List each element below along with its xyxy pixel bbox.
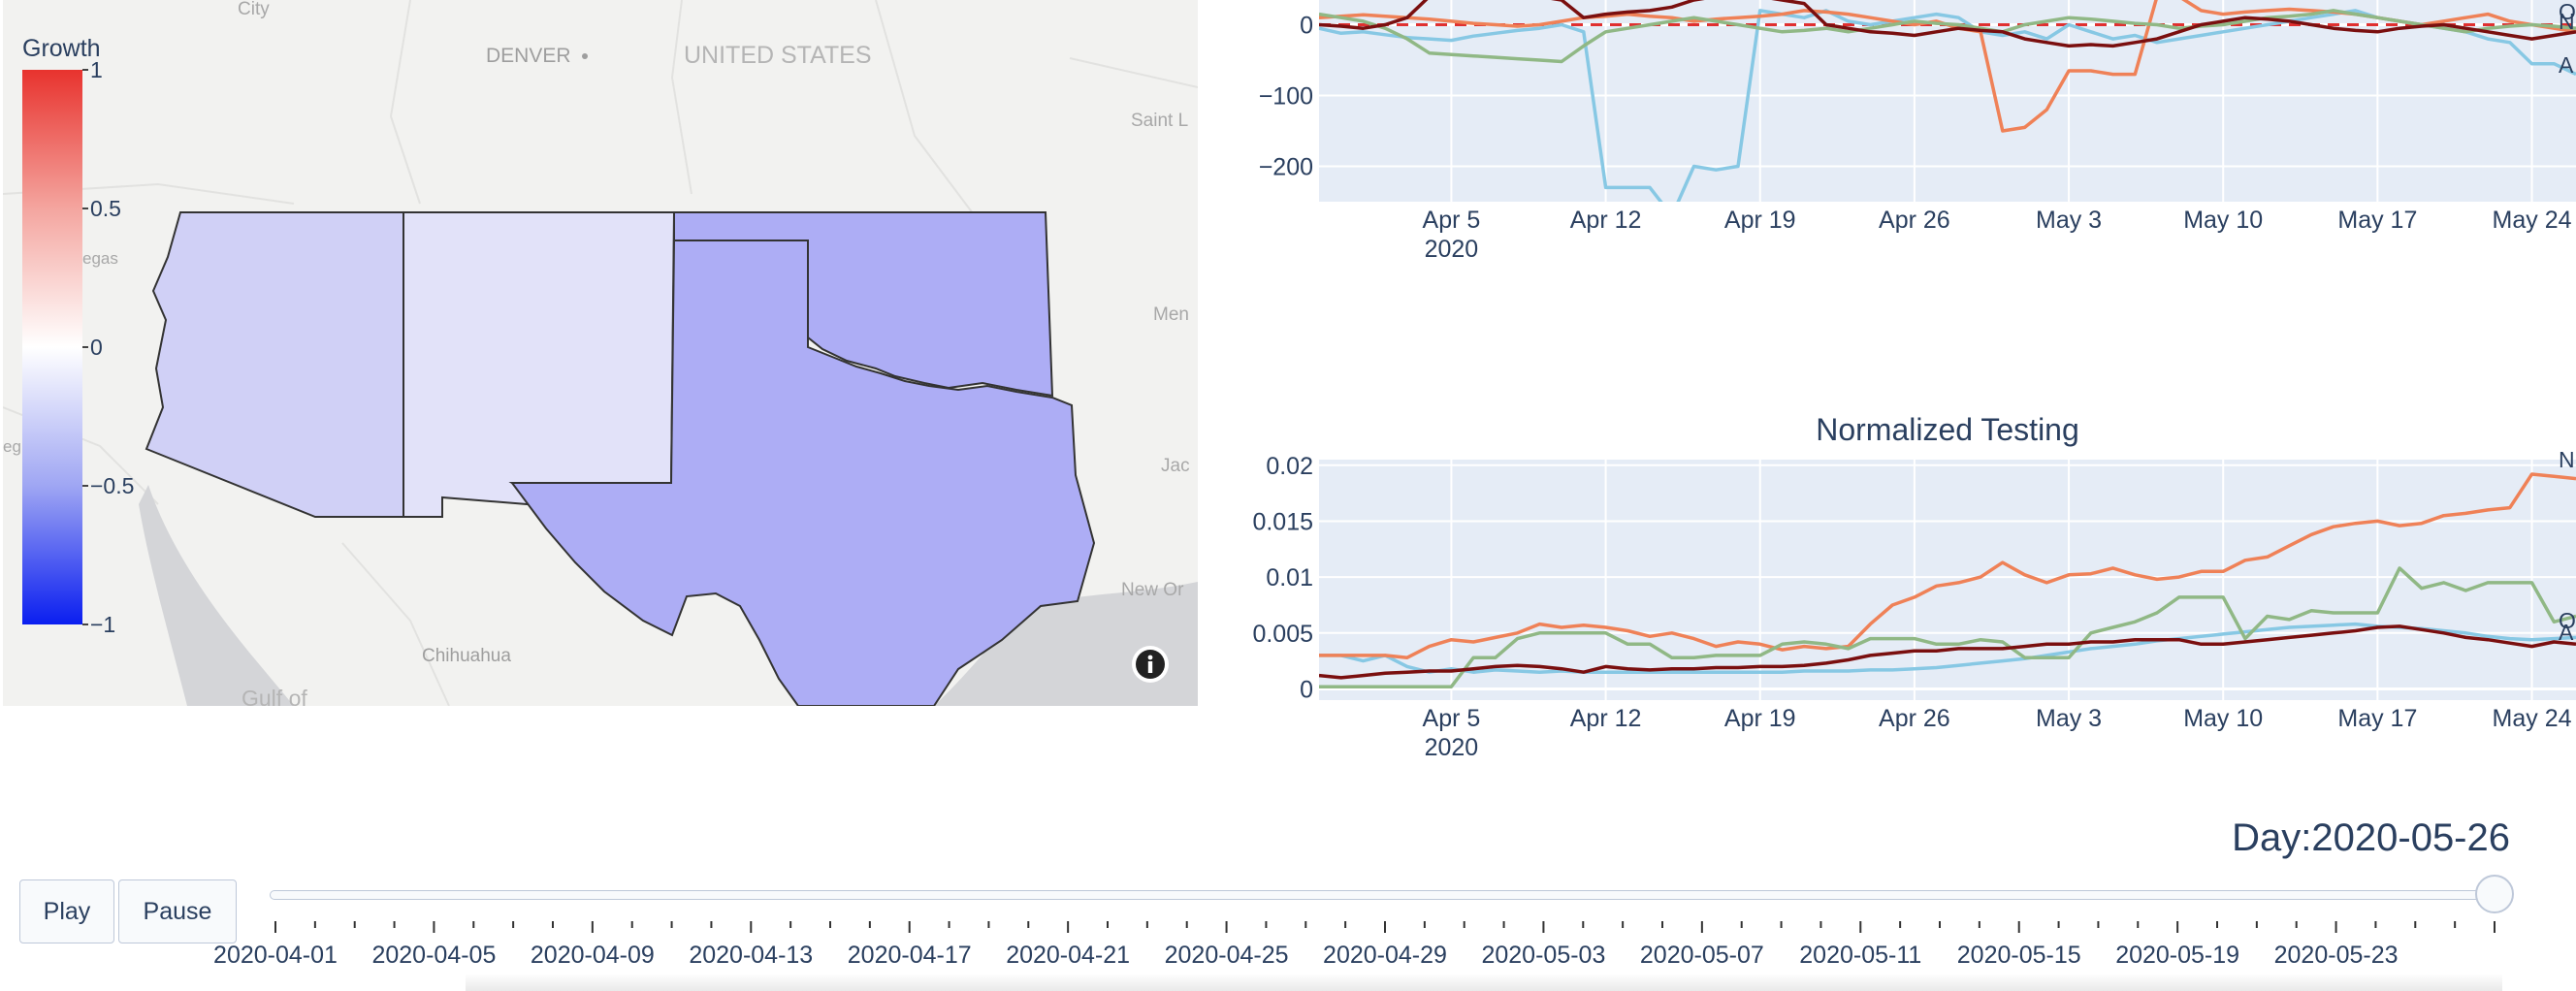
x-tick-label: Apr 5 bbox=[1423, 207, 1481, 234]
map-canvas[interactable]: City DENVER UNITED STATES Saint L egas M… bbox=[3, 0, 1198, 706]
series-line bbox=[1319, 566, 2576, 688]
map-label-new-orleans: New Or bbox=[1121, 580, 1184, 600]
chart-title: Normalized Testing bbox=[1816, 412, 2079, 447]
state-texas[interactable] bbox=[510, 240, 1096, 706]
state-new-mexico[interactable] bbox=[402, 211, 676, 518]
series-line bbox=[1319, 0, 2576, 48]
slider-tick-label: 2020-04-05 bbox=[371, 942, 496, 969]
y-tick-label: 0.02 bbox=[1266, 453, 1313, 480]
x-tick-label: Apr 26 bbox=[1879, 705, 1950, 732]
slider-tick-label: 2020-05-03 bbox=[1481, 942, 1605, 969]
x-year-label: 2020 bbox=[1425, 236, 1479, 263]
slider-tick-label: 2020-04-17 bbox=[848, 942, 972, 969]
slider-tick-label: 2020-04-09 bbox=[531, 942, 655, 969]
colorbar-tick-label: 0.5 bbox=[90, 196, 121, 221]
x-tick-label: May 3 bbox=[2036, 705, 2102, 732]
x-tick-label: May 24 bbox=[2493, 705, 2572, 732]
x-tick-label: May 17 bbox=[2337, 705, 2417, 732]
series-line bbox=[1319, 622, 2576, 674]
map-label-jac: Jac bbox=[1161, 456, 1190, 476]
x-tick-label: May 10 bbox=[2183, 705, 2263, 732]
info-icon[interactable] bbox=[1132, 646, 1169, 683]
x-year-label: 2020 bbox=[1425, 734, 1479, 761]
x-tick-label: May 17 bbox=[2337, 207, 2417, 234]
normalized-testing-chart[interactable]: Normalized Testing Apr 5 Apr 12 Apr 19 Apr 2… bbox=[1241, 403, 2576, 778]
y-tick-label: 0.01 bbox=[1266, 564, 1313, 591]
map-label-men: Men bbox=[1153, 304, 1189, 325]
plot-area bbox=[1319, 0, 2576, 202]
slider-tick-label: 2020-04-21 bbox=[1006, 942, 1130, 969]
pause-button[interactable]: Pause bbox=[118, 879, 237, 943]
map-label-gulf: Gulf of bbox=[242, 686, 307, 706]
y-tick-label: 0.015 bbox=[1252, 508, 1313, 535]
y-tick-label: −200 bbox=[1259, 154, 1313, 181]
colorbar-title: Growth bbox=[22, 35, 101, 62]
map-label-city: City bbox=[238, 0, 270, 19]
y-tick-label: 0 bbox=[1300, 13, 1313, 40]
map-label-denver: DENVER bbox=[486, 45, 571, 67]
date-slider-ticks: 2020-04-01 2020-04-05 2020-04-09 2020-04-13… bbox=[213, 921, 2496, 969]
series-line bbox=[1319, 624, 2576, 680]
gulf-of-california-water bbox=[139, 485, 294, 706]
x-tick-label: Apr 19 bbox=[1724, 207, 1796, 234]
y-tick-label: 0.005 bbox=[1252, 621, 1313, 648]
date-slider-handle[interactable] bbox=[2475, 875, 2514, 913]
gulf-of-mexico-water bbox=[934, 582, 1198, 706]
map-city-dot bbox=[582, 53, 588, 59]
series-end-label: O bbox=[2559, 608, 2576, 633]
x-tick-label: Apr 5 bbox=[1423, 705, 1481, 732]
slider-tick-label: 2020-04-25 bbox=[1165, 942, 1289, 969]
x-tick-label: May 3 bbox=[2036, 207, 2102, 234]
x-tick-label: Apr 12 bbox=[1570, 705, 1642, 732]
slider-tick-label: 2020-04-29 bbox=[1323, 942, 1447, 969]
x-tick-label: May 10 bbox=[2183, 207, 2263, 234]
x-tick-label: Apr 12 bbox=[1570, 207, 1642, 234]
series-end-label: O bbox=[2559, 0, 2576, 24]
slider-tick-label: 2020-05-11 bbox=[1799, 942, 1921, 969]
map-label-chihuahua: Chihuahua bbox=[422, 646, 511, 666]
slider-tick-label: 2020-05-15 bbox=[1957, 942, 2081, 969]
x-tick-label: Apr 19 bbox=[1724, 705, 1796, 732]
map-label-left-edge: eg bbox=[3, 437, 21, 456]
slider-tick-label: 2020-04-01 bbox=[213, 942, 338, 969]
growth-line-chart[interactable]: Apr 5 Apr 12 Apr 19 Apr 26 May 3 May 10 May 17… bbox=[1241, 0, 2576, 272]
colorbar-tick-label: 0 bbox=[90, 335, 103, 360]
x-tick-label: May 24 bbox=[2493, 207, 2572, 234]
y-tick-label: 0 bbox=[1300, 676, 1313, 703]
series-end-label: A bbox=[2559, 52, 2574, 78]
current-day-label: Day:2020-05-26 bbox=[2232, 816, 2510, 859]
play-button[interactable]: Play bbox=[19, 879, 114, 943]
colorbar-ticks: 1 0.5 0 −0.5 −1 bbox=[82, 57, 134, 637]
map-label-vegas: egas bbox=[82, 249, 118, 268]
x-tick-label: Apr 26 bbox=[1879, 207, 1950, 234]
map-label-country: UNITED STATES bbox=[684, 42, 872, 69]
series-line bbox=[1319, 472, 2576, 659]
slider-tick-label: 2020-05-07 bbox=[1640, 942, 1764, 969]
date-slider-track[interactable] bbox=[270, 890, 2496, 900]
y-tick-label: −100 bbox=[1259, 83, 1313, 111]
map-label-saint: Saint L bbox=[1131, 111, 1188, 131]
slider-tick-label: 2020-05-23 bbox=[2274, 942, 2399, 969]
series-end-label: N bbox=[2559, 9, 2575, 34]
colorbar-tick-label: 1 bbox=[90, 57, 103, 82]
slider-tick-label: 2020-05-19 bbox=[2115, 942, 2239, 969]
series-end-label: N bbox=[2559, 447, 2575, 472]
series-end-label: A bbox=[2559, 620, 2574, 645]
choropleth-map[interactable]: City DENVER UNITED STATES Saint L egas M… bbox=[3, 0, 1198, 706]
colorbar-gradient bbox=[22, 70, 82, 624]
series-line bbox=[1319, 9, 2576, 202]
plot-area bbox=[1319, 460, 2576, 700]
slider-tick-label: 2020-04-13 bbox=[689, 942, 813, 969]
colorbar-tick-label: −1 bbox=[90, 612, 115, 637]
colorbar-tick-label: −0.5 bbox=[90, 473, 134, 498]
series-line bbox=[1319, 9, 2576, 64]
page-bottom-shadow bbox=[466, 974, 2502, 991]
